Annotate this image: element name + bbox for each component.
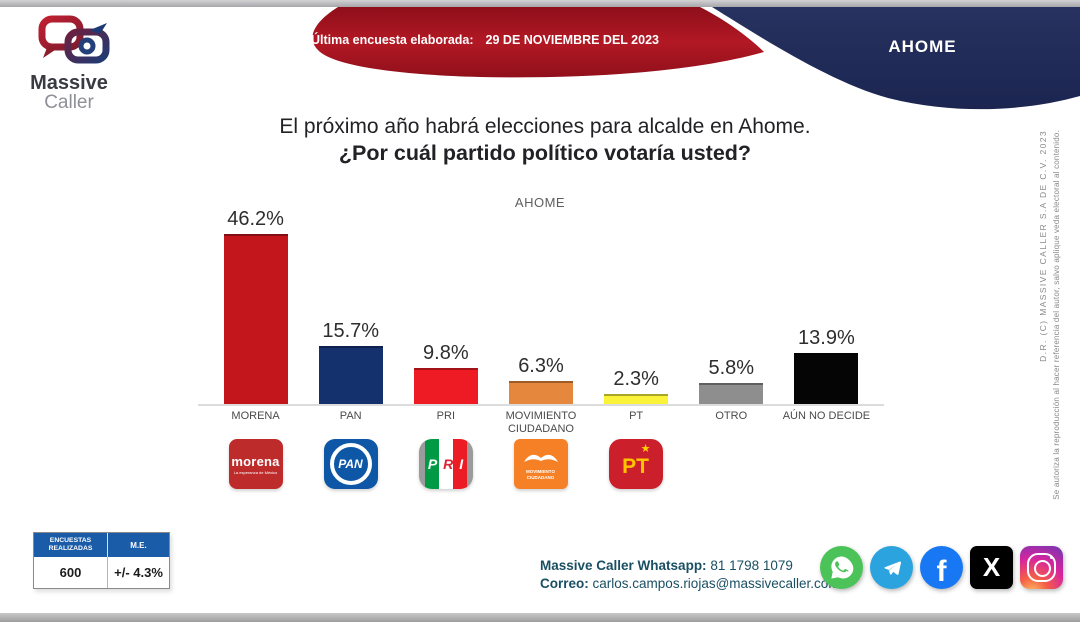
- morena-logo-tagline: La esperanza de México: [233, 469, 278, 475]
- bar-value-label: 15.7%: [322, 320, 380, 343]
- bar-movimiento-ciudadano: [508, 380, 573, 404]
- stats-header-encuestas: ENCUESTAS REALIZADAS: [34, 533, 108, 557]
- email-address: carlos.campos.riojas@massivecaller.com: [592, 575, 840, 591]
- category-label: PAN: [339, 410, 362, 422]
- title-line-2: ¿Por cuál partido político votaría usted…: [338, 141, 752, 165]
- pt-star-icon: ★: [640, 443, 651, 455]
- facebook-icon[interactable]: f: [920, 546, 963, 589]
- bar-value-label: 5.8%: [708, 356, 755, 379]
- bar-column: 2.3%: [589, 368, 684, 404]
- party-logos-row: morena La esperanza de México PAN P R: [208, 439, 683, 489]
- copyright-line-2: Se autoriza la reproducción al hacer ref…: [1052, 130, 1061, 500]
- category-label: OTRO: [715, 410, 748, 422]
- bar-column: 13.9%: [779, 327, 874, 404]
- email-label: Correo:: [540, 575, 589, 591]
- mc-eagle-icon: [523, 454, 558, 462]
- contact-block: Massive Caller Whatsapp: 81 1798 1079 Co…: [540, 557, 840, 592]
- whatsapp-icon[interactable]: [820, 546, 863, 589]
- categories-row: MORENA PAN PRI MOVIMIENTO CIUDADANO PT OTRO AÚ…: [198, 410, 884, 435]
- bar-value-label: 2.3%: [613, 368, 659, 390]
- category-label: PRI: [436, 410, 456, 422]
- mc-logo-text: MOVIMIENTO CIUDADANO: [526, 469, 555, 480]
- chart-title: AHOME: [514, 195, 566, 210]
- logo-wordmark-line1: Massive: [30, 72, 108, 94]
- pri-logo-icon: P R I: [418, 439, 473, 489]
- morena-logo-text: morena: [231, 453, 280, 469]
- bar-value-label: 6.3%: [518, 354, 564, 377]
- pri-logo-text: P R I: [427, 456, 464, 472]
- whatsapp-label: Massive Caller Whatsapp:: [540, 558, 707, 573]
- telegram-icon[interactable]: [870, 546, 913, 589]
- bar-column: 15.7%: [303, 320, 398, 404]
- pt-logo-icon: ★ PT: [608, 439, 663, 489]
- stats-header-me: M.E.: [130, 540, 147, 550]
- stats-value-me: +/- 4.3%: [114, 565, 163, 580]
- copyright-line-1: D.R. (C) MASSIVE CALLER S.A DE C.V. 2023: [1038, 130, 1048, 362]
- top-border-stripe: [0, 0, 1080, 7]
- contact-email-line: Correo: carlos.campos.riojas@massivecall…: [540, 575, 840, 593]
- banner-ribbon-shape: [312, 7, 764, 78]
- massive-caller-logo-icon: [38, 15, 110, 64]
- bar-value-label: 13.9%: [798, 326, 855, 349]
- header-ribbons: [312, 7, 1080, 110]
- bar-otro: [699, 382, 764, 404]
- region-title: AHOME: [888, 37, 957, 56]
- category-label: MOVIMIENTO CIUDADANO: [505, 410, 577, 435]
- page-title: El próximo año habrá elecciones para alc…: [130, 114, 960, 166]
- last-survey-banner: Última encuesta elaborada: 29 DE NOVIEMB…: [295, 33, 675, 47]
- copyright-vertical-text: D.R. (C) MASSIVE CALLER S.A DE C.V. 2023…: [1038, 130, 1061, 500]
- region-ribbon-shape: [712, 7, 1080, 110]
- bar-pt: [604, 394, 669, 404]
- banner-label: Última encuesta elaborada:: [310, 33, 474, 47]
- pan-logo-text: PAN: [338, 457, 363, 471]
- movimiento-ciudadano-logo-icon: MOVIMIENTO CIUDADANO: [513, 439, 568, 489]
- pan-logo-ring: PAN: [329, 443, 372, 485]
- bar-column: 5.8%: [684, 357, 779, 404]
- bar-pan: [318, 346, 383, 404]
- category-label: AÚN NO DECIDE: [782, 410, 871, 422]
- title-line-1: El próximo año habrá elecciones para alc…: [279, 115, 811, 138]
- bar-column: 9.8%: [398, 342, 493, 404]
- bar-column: 6.3%: [493, 355, 588, 404]
- bar-a-n-no-decide: [794, 352, 859, 404]
- bar-chart: 46.2% 15.7% 9.8% 6.3% 2.3% 5.8% 13.9%: [198, 208, 884, 406]
- pt-logo-text: PT: [622, 455, 649, 478]
- contact-whatsapp-line: Massive Caller Whatsapp: 81 1798 1079: [540, 557, 840, 575]
- bars-row: 46.2% 15.7% 9.8% 6.3% 2.3% 5.8% 13.9%: [198, 208, 884, 404]
- banner-date: 29 DE NOVIEMBRE DEL 2023: [485, 33, 659, 47]
- bar-column: 46.2%: [208, 208, 303, 404]
- bar-pri: [413, 367, 478, 404]
- bar-morena: [223, 234, 288, 404]
- stats-value-encuestas: 600: [34, 557, 108, 588]
- category-label: MORENA: [231, 410, 280, 422]
- morena-logo-icon: morena La esperanza de México: [228, 439, 283, 489]
- bar-value-label: 46.2%: [227, 208, 284, 230]
- logo-wordmark-line2: Caller: [44, 92, 94, 113]
- instagram-icon[interactable]: [1020, 546, 1063, 589]
- survey-stats-table: ENCUESTAS REALIZADAS M.E. 600 +/- 4.3%: [33, 532, 170, 589]
- pan-logo-icon: PAN: [323, 439, 378, 489]
- bar-value-label: 9.8%: [423, 341, 469, 364]
- whatsapp-number: 81 1798 1079: [710, 558, 793, 573]
- bottom-border-stripe: [0, 613, 1080, 622]
- x-icon[interactable]: X: [970, 546, 1013, 589]
- category-label: PT: [629, 410, 644, 422]
- social-icons-row: f X: [820, 546, 1063, 589]
